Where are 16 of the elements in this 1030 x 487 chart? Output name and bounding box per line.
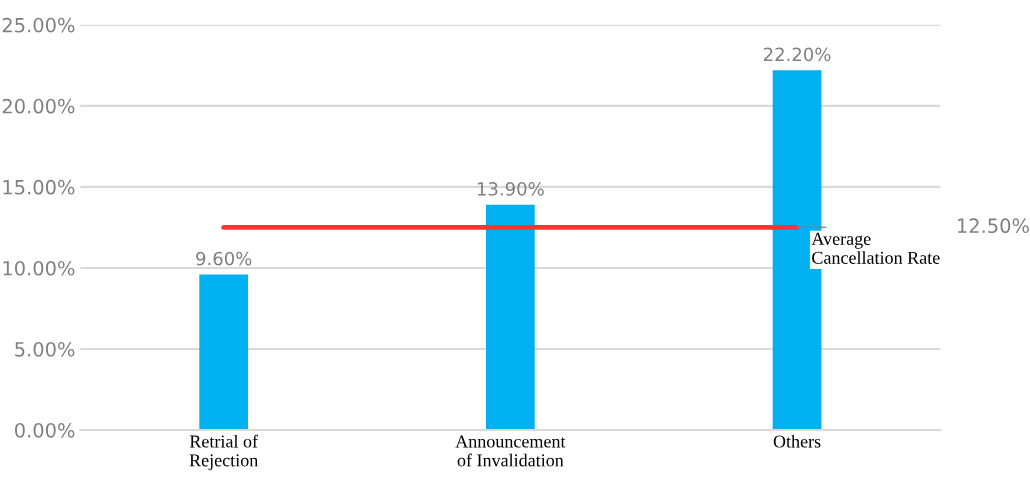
bar <box>199 274 249 431</box>
x-tick-label: Announcement of Invalidation <box>455 435 566 467</box>
y-tick-label: 10.00% <box>3 260 75 276</box>
y-tick-label: 5.00% <box>15 341 75 357</box>
x-tick-label: Retrial of Rejection <box>189 434 259 471</box>
text: 12.50% <box>957 218 1029 234</box>
y-tick-label: 20.00% <box>2 98 75 114</box>
data-label: 22.20% <box>763 47 831 62</box>
y-tick-label: 15.00% <box>3 179 75 195</box>
y-tick-label: 0.00% <box>14 422 75 438</box>
y-tick-label: 25.00% <box>2 17 75 33</box>
x-tick-label: Others <box>773 434 821 448</box>
data-label: 13.90% <box>477 182 544 196</box>
data-label: 9.60% <box>196 251 252 266</box>
ref-line-label: Average Cancellation Rate <box>811 232 940 264</box>
bar <box>486 204 535 431</box>
